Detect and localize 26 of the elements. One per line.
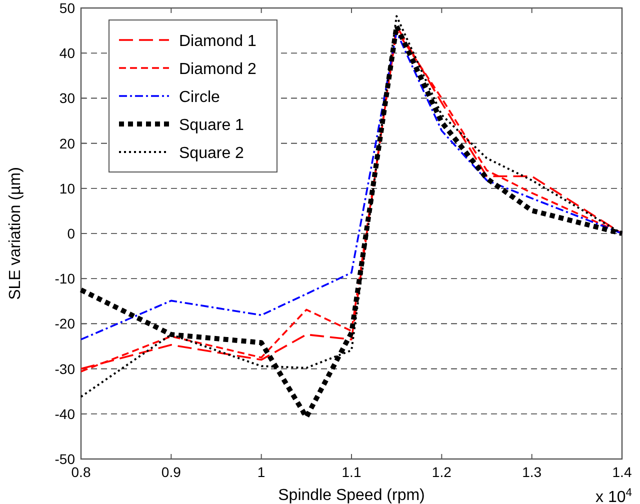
y-tick-label: 0 bbox=[67, 226, 76, 242]
y-tick-label: -40 bbox=[54, 406, 76, 422]
y-tick-label: -10 bbox=[54, 270, 76, 287]
x-axis-title: Spindle Speed (rpm) bbox=[278, 487, 425, 504]
x-tick-label: 0.8 bbox=[71, 464, 91, 480]
y-tick-label: 20 bbox=[59, 135, 76, 152]
y-tick-label: 50 bbox=[59, 0, 76, 16]
y-tick-label: -30 bbox=[54, 360, 76, 377]
legend-label: Square 1 bbox=[179, 117, 244, 134]
y-tick-label: -20 bbox=[54, 316, 76, 332]
y-tick-label: 40 bbox=[59, 45, 76, 62]
x-tick-label: 0.9 bbox=[161, 464, 182, 480]
y-tick-label: 30 bbox=[59, 90, 76, 106]
y-tick-label: 10 bbox=[59, 180, 76, 196]
legend-label: Diamond 1 bbox=[179, 33, 256, 50]
x-tick-label: 1.3 bbox=[522, 464, 542, 480]
x-tick-label: 1.2 bbox=[432, 464, 452, 480]
x-tick-label: 1.4 bbox=[612, 464, 632, 480]
legend-label: Diamond 2 bbox=[179, 61, 256, 78]
legend-label: Circle bbox=[179, 89, 220, 106]
y-axis-title: SLE variation (µm) bbox=[7, 167, 24, 300]
x-tick-label: 1.1 bbox=[342, 464, 362, 480]
text: x 10$^{4}$ bbox=[596, 487, 632, 504]
x-tick-label: 1 bbox=[257, 464, 266, 480]
y-tick-label: -50 bbox=[54, 451, 76, 467]
legend-label: Square 2 bbox=[179, 145, 244, 162]
